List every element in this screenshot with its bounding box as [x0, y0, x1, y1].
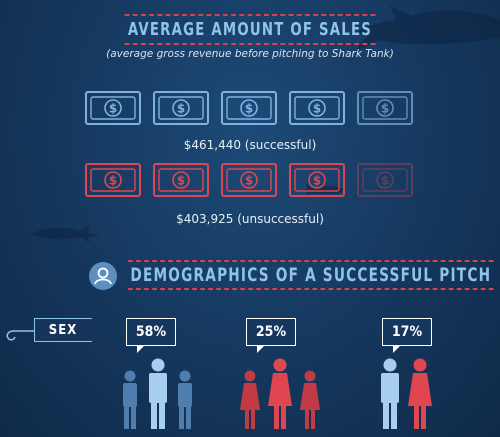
- demographics-title: DEMOGRAPHICS OF A SUCCESSFUL PITCH: [128, 260, 494, 290]
- svg-text:$: $: [177, 174, 185, 188]
- dollar-bill-icon: $: [289, 163, 345, 197]
- sales-title-wrapper: AVERAGE AMOUNT OF SALES: [0, 14, 500, 45]
- figure-group-male: [123, 358, 192, 429]
- dollar-bill-icon: $: [221, 163, 277, 197]
- female-figure-icon: [408, 358, 432, 429]
- dollar-bill-icon: $: [85, 91, 141, 125]
- sales-title: AVERAGE AMOUNT OF SALES: [124, 14, 376, 45]
- shark-silhouette-icon: [30, 224, 100, 243]
- svg-text:$: $: [313, 174, 321, 188]
- female-figure-icon: [240, 370, 260, 429]
- percent-bubble-mixed: 17%: [382, 318, 432, 353]
- svg-text:$: $: [109, 102, 117, 116]
- male-figure-icon: [178, 370, 192, 429]
- shark-silhouette-icon: [302, 183, 346, 197]
- svg-text:$: $: [245, 102, 253, 116]
- svg-text:$: $: [313, 102, 321, 116]
- percent-bubble-female: 25%: [246, 318, 296, 353]
- figure-group-mixed: [381, 358, 432, 429]
- amount-label-successful: $461,440 (successful): [183, 138, 317, 152]
- dollar-bill-icon: $: [85, 163, 141, 197]
- male-figure-icon: [149, 358, 167, 429]
- dollar-bill-icon: $: [221, 91, 277, 125]
- male-figure-icon: [381, 358, 399, 429]
- svg-text:$: $: [381, 102, 389, 116]
- svg-text:$: $: [177, 102, 185, 116]
- dollar-bill-icon: $: [153, 163, 209, 197]
- bills-unsuccessful: $ $ $ $ $: [84, 162, 424, 198]
- amount-label-unsuccessful: $403,925 (unsuccessful): [176, 212, 324, 226]
- shark-silhouette-icon: [354, 6, 500, 52]
- sex-tag: SEX: [34, 318, 92, 342]
- svg-text:$: $: [109, 174, 117, 188]
- bills-successful: $ $ $ $ $: [84, 90, 424, 126]
- person-icon: [89, 262, 117, 290]
- male-figure-icon: [123, 370, 137, 429]
- dollar-bill-icon: $: [289, 91, 345, 125]
- fish-hook-icon: [6, 330, 36, 341]
- female-figure-icon: [300, 370, 320, 429]
- svg-text:$: $: [381, 174, 389, 188]
- female-figure-icon: [268, 358, 292, 429]
- svg-text:$: $: [245, 174, 253, 188]
- dollar-bill-icon: $: [357, 91, 413, 125]
- figure-group-female: [240, 358, 320, 429]
- dollar-bill-icon: $: [357, 163, 413, 197]
- dollar-bill-icon: $: [153, 91, 209, 125]
- percent-bubble-male: 58%: [126, 318, 176, 353]
- sales-subtitle: (average gross revenue before pitching t…: [106, 48, 394, 60]
